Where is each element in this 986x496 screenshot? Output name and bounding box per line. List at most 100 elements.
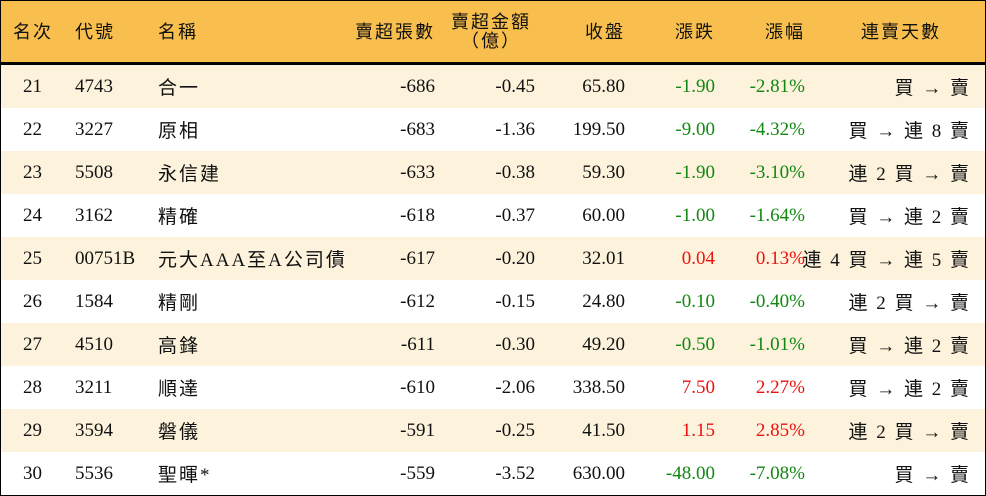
- cell-code: 3227: [75, 118, 113, 140]
- cell-code: 5508: [75, 161, 113, 183]
- cell-name: 精剛: [158, 293, 201, 314]
- cell-net-sell-volume: -686: [400, 75, 435, 97]
- cell-net-sell-amount: -0.38: [495, 161, 535, 183]
- table-row: 26 1584 精剛 -612 -0.15 24.80 -0.10 -0.40%…: [1, 280, 985, 323]
- cell-streak: 連 4 買 → 連 5 賣: [802, 250, 971, 271]
- cell-net-sell-amount: -0.30: [495, 333, 535, 355]
- header-net-sell-amount: 賣超金額 （億）: [446, 1, 536, 62]
- cell-code: 4510: [75, 333, 113, 355]
- cell-rank: 25: [23, 247, 42, 269]
- cell-change-pct: -4.32%: [749, 118, 805, 140]
- cell-close: 338.50: [572, 376, 625, 398]
- cell-streak: 買 → 賣: [894, 78, 971, 99]
- cell-change-pct: 2.85%: [755, 419, 805, 441]
- cell-close: 59.30: [582, 161, 625, 183]
- header-name: 名稱: [158, 21, 198, 42]
- cell-name: 順達: [158, 379, 201, 400]
- cell-change-pct: -7.08%: [749, 462, 805, 484]
- cell-net-sell-amount: -0.20: [495, 247, 535, 269]
- cell-streak: 連 2 買 → 賣: [848, 293, 971, 314]
- cell-change: 7.50: [681, 376, 715, 398]
- cell-change-pct: -3.10%: [749, 161, 805, 183]
- cell-rank: 21: [23, 75, 42, 97]
- cell-close: 32.01: [582, 247, 625, 269]
- cell-name: 精確: [158, 207, 201, 228]
- cell-code: 1584: [75, 290, 113, 312]
- cell-rank: 24: [23, 204, 42, 226]
- cell-change-pct: -1.64%: [749, 204, 805, 226]
- cell-change: -1.00: [675, 204, 715, 226]
- header-net-sell-volume: 賣超張數: [355, 21, 435, 42]
- cell-rank: 26: [23, 290, 42, 312]
- cell-streak: 買 → 連 8 賣: [848, 121, 971, 142]
- table-row: 30 5536 聖暉* -559 -3.52 630.00 -48.00 -7.…: [1, 452, 985, 495]
- cell-close: 65.80: [582, 75, 625, 97]
- cell-close: 41.50: [582, 419, 625, 441]
- cell-code: 3211: [75, 376, 113, 398]
- cell-rank: 22: [23, 118, 42, 140]
- table-row: 24 3162 精確 -618 -0.37 60.00 -1.00 -1.64%…: [1, 194, 985, 237]
- cell-change-pct: -0.40%: [749, 290, 805, 312]
- cell-code: 3162: [75, 204, 113, 226]
- cell-net-sell-amount: -0.15: [495, 290, 535, 312]
- cell-name: 合一: [158, 78, 201, 99]
- cell-change: -0.10: [675, 290, 715, 312]
- cell-close: 60.00: [582, 204, 625, 226]
- cell-change: -1.90: [675, 75, 715, 97]
- cell-close: 199.50: [572, 118, 625, 140]
- table-row: 27 4510 高鋒 -611 -0.30 49.20 -0.50 -1.01%…: [1, 323, 985, 366]
- cell-net-sell-amount: -1.36: [495, 118, 535, 140]
- header-net-sell-amount-line1: 賣超金額: [451, 11, 531, 32]
- table-row: 23 5508 永信建 -633 -0.38 59.30 -1.90 -3.10…: [1, 151, 985, 194]
- cell-name: 元大AAA至A公司債: [158, 250, 347, 271]
- cell-net-sell-volume: -617: [400, 247, 435, 269]
- cell-net-sell-volume: -591: [400, 419, 435, 441]
- header-streak: 連賣天數: [861, 21, 941, 42]
- cell-code: 4743: [75, 75, 113, 97]
- cell-change: -48.00: [665, 462, 715, 484]
- cell-net-sell-volume: -611: [400, 333, 435, 355]
- header-change: 漲跌: [675, 21, 715, 42]
- cell-name: 原相: [158, 121, 201, 142]
- cell-change-pct: 0.13%: [755, 247, 805, 269]
- cell-change-pct: -2.81%: [749, 75, 805, 97]
- cell-close: 49.20: [582, 333, 625, 355]
- header-code: 代號: [75, 21, 115, 42]
- header-close: 收盤: [585, 21, 625, 42]
- cell-rank: 30: [23, 462, 42, 484]
- table-row: 25 00751B 元大AAA至A公司債 -617 -0.20 32.01 0.…: [1, 237, 985, 280]
- cell-streak: 連 2 買 → 賣: [848, 422, 971, 443]
- cell-code: 5536: [75, 462, 113, 484]
- cell-change: -9.00: [675, 118, 715, 140]
- table-header: 名次 代號 名稱 賣超張數 賣超金額 （億） 收盤 漲跌 漲幅 連賣天數: [1, 1, 985, 65]
- cell-rank: 29: [23, 419, 42, 441]
- header-change-pct: 漲幅: [765, 21, 805, 42]
- table-row: 22 3227 原相 -683 -1.36 199.50 -9.00 -4.32…: [1, 108, 985, 151]
- cell-net-sell-amount: -2.06: [495, 376, 535, 398]
- cell-close: 630.00: [572, 462, 625, 484]
- cell-rank: 27: [23, 333, 42, 355]
- cell-change-pct: -1.01%: [749, 333, 805, 355]
- cell-name: 高鋒: [158, 336, 201, 357]
- cell-name: 聖暉*: [158, 465, 212, 486]
- cell-rank: 28: [23, 376, 42, 398]
- cell-code: 3594: [75, 419, 113, 441]
- cell-streak: 買 → 連 2 賣: [848, 336, 971, 357]
- cell-name: 永信建: [158, 164, 222, 185]
- cell-streak: 買 → 賣: [894, 465, 971, 486]
- cell-streak: 買 → 連 2 賣: [848, 207, 971, 228]
- cell-streak: 買 → 連 2 賣: [848, 379, 971, 400]
- cell-net-sell-amount: -0.37: [495, 204, 535, 226]
- cell-net-sell-amount: -0.25: [495, 419, 535, 441]
- cell-change: 1.15: [681, 419, 715, 441]
- cell-close: 24.80: [582, 290, 625, 312]
- cell-streak: 連 2 買 → 賣: [848, 164, 971, 185]
- cell-net-sell-volume: -618: [400, 204, 435, 226]
- cell-net-sell-volume: -612: [400, 290, 435, 312]
- cell-change: -0.50: [675, 333, 715, 355]
- cell-change: 0.04: [681, 247, 715, 269]
- cell-net-sell-amount: -0.45: [495, 75, 535, 97]
- cell-code: 00751B: [75, 247, 136, 269]
- cell-net-sell-amount: -3.52: [495, 462, 535, 484]
